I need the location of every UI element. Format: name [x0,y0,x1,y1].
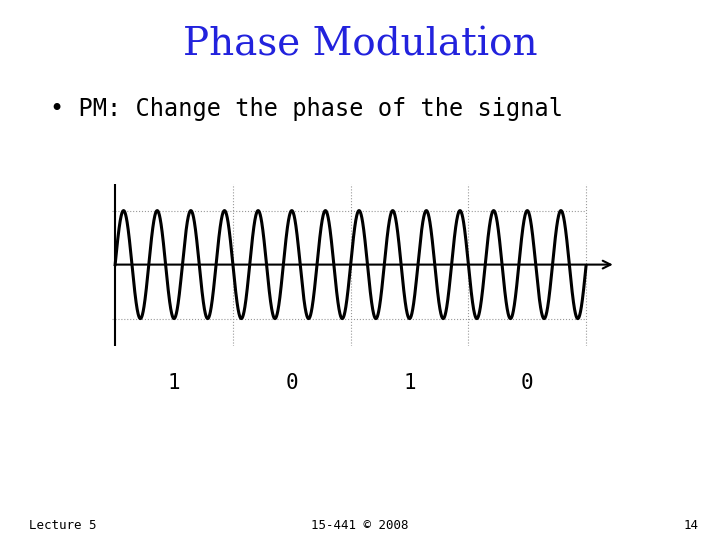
Text: • PM: Change the phase of the signal: • PM: Change the phase of the signal [50,97,563,121]
Text: Lecture 5: Lecture 5 [29,519,96,532]
Text: 15-441 © 2008: 15-441 © 2008 [311,519,409,532]
Text: Phase Modulation: Phase Modulation [183,27,537,64]
Text: 0: 0 [521,373,534,393]
Text: 14: 14 [683,519,698,532]
Text: 0: 0 [285,373,298,393]
Text: 1: 1 [403,373,416,393]
Text: 1: 1 [168,373,180,393]
